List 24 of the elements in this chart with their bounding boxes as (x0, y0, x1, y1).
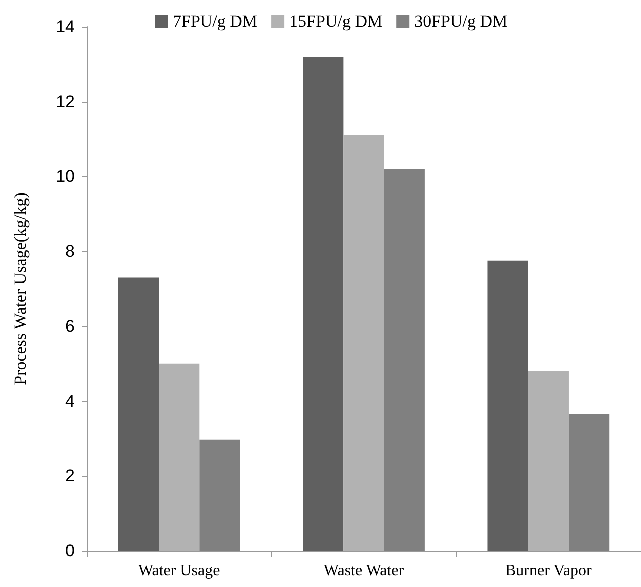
x-tick-label: Water Usage (138, 562, 220, 580)
y-tick-label: 4 (66, 392, 75, 411)
x-tick-label: Waste Water (324, 562, 405, 580)
y-tick-label: 12 (56, 92, 75, 112)
x-tick-label: Burner Vapor (505, 562, 593, 580)
y-tick-label: 0 (66, 542, 75, 560)
y-tick-label: 6 (66, 316, 75, 336)
y-tick-label: 8 (66, 242, 75, 262)
legend-label: 15FPU/g DM (290, 12, 383, 31)
legend-label: 7FPU/g DM (173, 12, 258, 31)
bar (568, 414, 610, 551)
bar (303, 56, 344, 551)
bar (118, 278, 160, 551)
bar (528, 371, 569, 551)
bar (344, 136, 384, 551)
y-tick-label: 10 (56, 167, 75, 186)
bar (488, 260, 528, 551)
y-tick-label: 2 (66, 466, 75, 486)
legend-label: 30FPU/g DM (414, 12, 508, 31)
y-axis-title: Process Water Usage(kg/kg) (11, 192, 30, 386)
bar (200, 440, 240, 551)
bar (159, 364, 200, 551)
y-tick-label: 14 (56, 18, 75, 36)
bar (384, 169, 425, 551)
